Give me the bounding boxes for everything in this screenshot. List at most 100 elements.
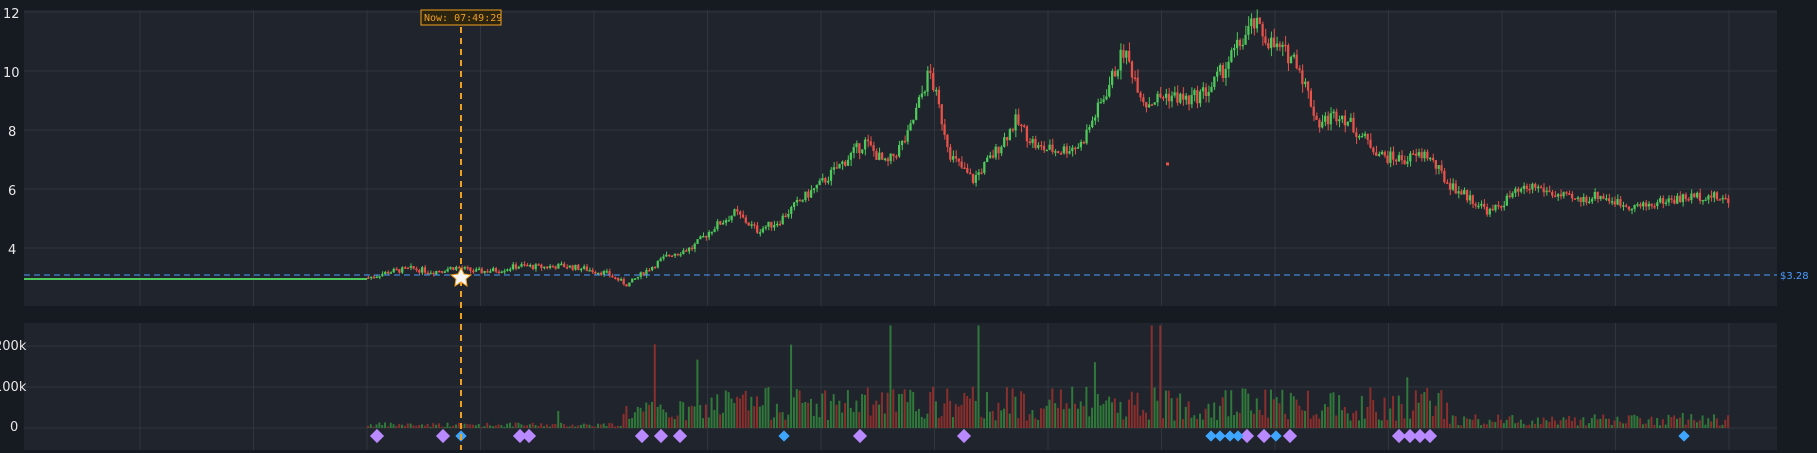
candle-body: [1082, 141, 1085, 144]
candle-body: [548, 266, 552, 268]
volume-bar: [1128, 399, 1130, 428]
candle-body: [1326, 115, 1330, 125]
candle-body: [446, 268, 449, 272]
candle-body: [1465, 190, 1469, 201]
candle-body: [1664, 202, 1667, 204]
volume-bar: [1292, 396, 1295, 428]
volume-bar: [1644, 423, 1647, 428]
candle-body: [449, 267, 452, 269]
volume-bar: [415, 425, 418, 428]
volume-bar: [437, 423, 440, 428]
candle-body: [653, 267, 657, 269]
candle-body: [503, 270, 506, 273]
volume-bar: [943, 403, 946, 428]
volume-tick: 100k: [0, 380, 27, 395]
candle-body: [889, 153, 892, 162]
candle-body: [511, 264, 515, 270]
candle-body: [526, 264, 529, 267]
candle-body: [1494, 204, 1497, 211]
volume-bar: [1491, 421, 1494, 428]
volume-bar: [472, 424, 475, 428]
volume-bar: [412, 425, 415, 428]
volume-bar: [1281, 389, 1284, 428]
event-marker-blue: [1270, 430, 1282, 442]
volume-bar: [1673, 415, 1676, 428]
candle-body: [721, 222, 725, 225]
volume-bar: [1133, 405, 1136, 428]
volume-bar: [455, 424, 458, 428]
volume-bar: [426, 423, 429, 428]
price-tick: 8: [8, 125, 16, 140]
volume-bar: [980, 416, 983, 428]
candle-body: [403, 267, 407, 269]
volume-bar: [489, 425, 492, 428]
candle-body: [1536, 186, 1540, 189]
candle-body: [500, 271, 503, 274]
candle-body: [792, 202, 796, 208]
volume-bar: [605, 425, 608, 428]
candle-body: [784, 215, 787, 218]
now-star-icon: [449, 266, 473, 288]
volume-bar: [420, 424, 423, 428]
volume-bar: [1670, 417, 1673, 428]
candle-body: [761, 228, 764, 233]
volume-bar: [926, 413, 929, 428]
candle-body: [1025, 126, 1029, 142]
candle-body: [1593, 192, 1596, 199]
volume-bar: [463, 423, 466, 428]
candle-body: [1715, 192, 1719, 200]
volume-bar: [1244, 388, 1247, 428]
candle-body: [1091, 120, 1094, 128]
volume-bar: [1145, 412, 1148, 428]
volume-bar: [403, 425, 406, 428]
candle-body: [1193, 90, 1196, 96]
candle-body: [1596, 192, 1599, 200]
candle-body: [778, 223, 782, 226]
candle-body: [466, 267, 469, 269]
volume-bar: [906, 402, 909, 428]
candle-body: [1514, 188, 1517, 193]
volume-bar: [457, 422, 460, 428]
volume-bar: [1042, 408, 1045, 428]
candle-body: [858, 143, 861, 154]
candle-body: [1210, 86, 1213, 92]
volume-bar: [1153, 387, 1156, 428]
candle-body: [1227, 61, 1230, 69]
volume-bar: [866, 387, 869, 428]
volume-gridlines: [24, 323, 1777, 450]
event-marker-purple: [1422, 428, 1438, 444]
candle-body: [1065, 146, 1068, 154]
candle-body: [1167, 93, 1171, 102]
volume-bar: [639, 407, 642, 428]
volume-bar: [1616, 416, 1619, 428]
candle-body: [824, 178, 827, 183]
candle-body: [929, 70, 932, 74]
volume-bar: [682, 402, 685, 428]
candle-body: [1701, 199, 1704, 202]
candle-body: [426, 272, 429, 275]
candle-body: [568, 265, 571, 268]
volume-bar: [1003, 408, 1006, 428]
volume-bar: [614, 426, 617, 428]
volume-bar: [1008, 413, 1011, 428]
candle-body: [1329, 113, 1332, 125]
candle-body: [1349, 117, 1352, 122]
volume-bar: [1315, 414, 1318, 428]
candle-body: [1289, 56, 1293, 64]
volume-bar: [1326, 406, 1329, 428]
candle-body: [832, 167, 835, 170]
candle-body: [1531, 183, 1534, 190]
candle-body: [1372, 147, 1375, 153]
candle-body: [437, 270, 441, 273]
volume-bar: [1627, 415, 1630, 428]
volume-bar: [761, 405, 764, 428]
candle-body: [1712, 192, 1716, 198]
volume-bar: [1116, 412, 1119, 428]
candle-body: [801, 200, 804, 202]
volume-bar: [1488, 419, 1491, 428]
candle-body: [1187, 95, 1190, 105]
volume-bar: [1545, 420, 1548, 428]
candle-body: [719, 221, 722, 225]
candle-body: [809, 190, 813, 198]
candle-body: [1429, 157, 1432, 160]
